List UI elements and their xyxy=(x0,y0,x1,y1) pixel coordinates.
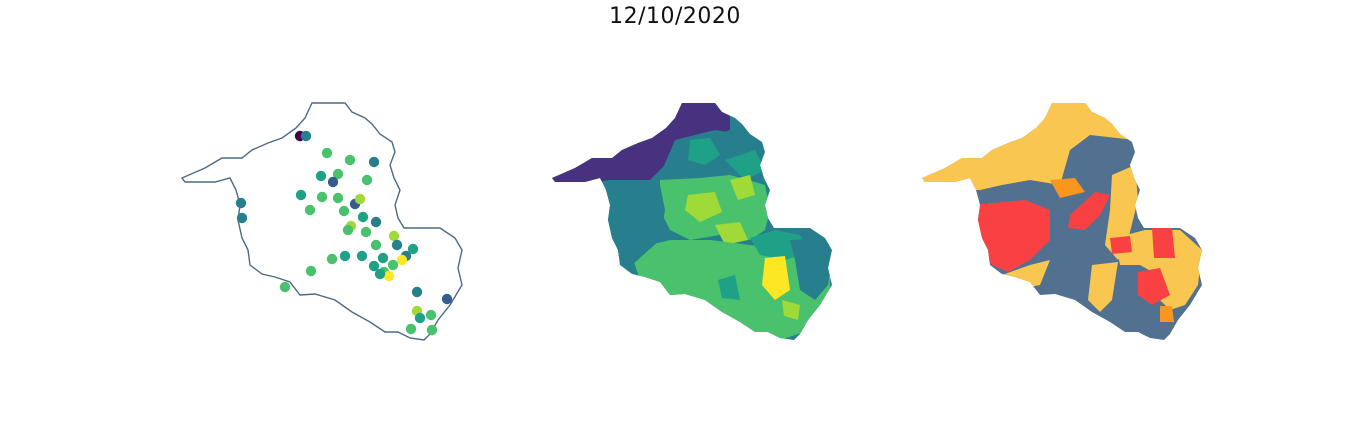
map-points xyxy=(181,102,463,341)
municipality-point xyxy=(236,212,248,224)
municipality-point xyxy=(326,253,338,265)
municipality-point xyxy=(396,254,408,266)
risk-east-col xyxy=(1105,165,1138,260)
municipality-point xyxy=(279,281,291,293)
region-west xyxy=(600,185,665,265)
municipality-point xyxy=(315,170,327,182)
municipality-point xyxy=(305,265,317,277)
map-viridis xyxy=(552,103,832,340)
municipality-point xyxy=(405,323,417,335)
municipality-point xyxy=(368,156,380,168)
municipality-point xyxy=(391,239,403,251)
municipality-point xyxy=(357,211,369,223)
municipality-point xyxy=(344,154,356,166)
state-outline xyxy=(181,102,463,341)
municipality-point xyxy=(414,312,426,324)
municipality-point xyxy=(338,205,350,217)
municipality-point xyxy=(300,130,312,142)
municipality-point xyxy=(370,239,382,251)
map-risk xyxy=(922,103,1202,340)
region-s5 xyxy=(782,300,800,320)
municipality-point xyxy=(339,250,351,262)
municipality-point xyxy=(425,309,437,321)
municipality-point xyxy=(327,176,339,188)
municipality-point xyxy=(316,191,328,203)
municipality-point xyxy=(388,230,400,242)
municipality-point xyxy=(356,250,368,262)
municipality-point xyxy=(304,204,316,216)
municipality-point xyxy=(354,193,366,205)
municipality-point xyxy=(342,224,354,236)
region-nc2 xyxy=(688,138,720,165)
region-s3 xyxy=(640,258,670,282)
municipality-point xyxy=(407,243,419,255)
municipality-point xyxy=(361,174,373,186)
municipality-point xyxy=(411,286,423,298)
municipality-point xyxy=(370,216,382,228)
figure-title: 12/10/2020 xyxy=(609,4,741,29)
municipality-point xyxy=(332,168,344,180)
municipality-point xyxy=(360,226,372,238)
region-yellow xyxy=(762,256,790,300)
risk-red-center xyxy=(1068,192,1110,230)
risk-red-se1 xyxy=(1152,228,1175,258)
region-nc3 xyxy=(725,150,765,180)
points-layer xyxy=(235,130,453,336)
municipality-point xyxy=(426,324,438,336)
municipality-point xyxy=(377,252,389,264)
municipality-point xyxy=(332,192,344,204)
municipality-point xyxy=(383,270,395,282)
region-central3 xyxy=(730,175,755,200)
municipality-point xyxy=(374,268,386,280)
risk-orange2 xyxy=(1160,306,1174,322)
municipality-point xyxy=(235,197,247,209)
region-central2 xyxy=(685,192,722,222)
region-se2 xyxy=(790,238,832,300)
risk-red-se3 xyxy=(1110,236,1132,254)
municipality-point xyxy=(387,259,399,271)
municipality-point xyxy=(441,293,453,305)
municipality-point xyxy=(368,260,380,272)
region-central4 xyxy=(715,222,748,245)
risk-yellow-sc xyxy=(1088,262,1118,312)
risk-red-west xyxy=(970,200,1050,272)
region-s2 xyxy=(670,250,710,275)
risk-red-se2 xyxy=(1138,268,1170,305)
municipality-point xyxy=(295,189,307,201)
region-s6 xyxy=(718,275,740,300)
municipality-point xyxy=(321,147,333,159)
risk-orange1 xyxy=(1050,178,1085,198)
